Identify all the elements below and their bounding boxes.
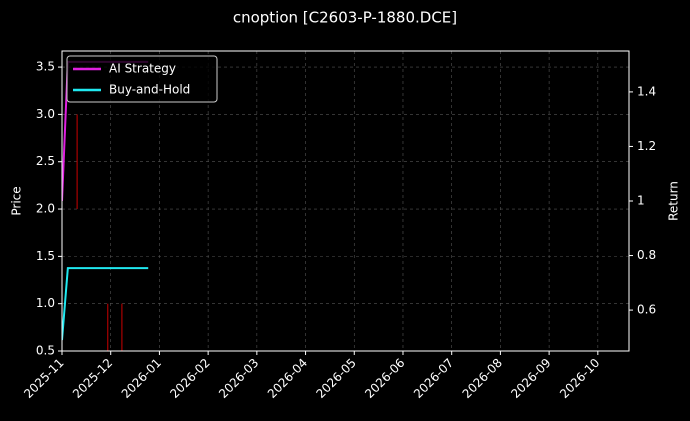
- line-series: [62, 267, 149, 341]
- y-tick-label: 3.5: [36, 60, 55, 74]
- y2-tick-label: 1.2: [637, 139, 656, 153]
- y2-tick-label: 1.4: [637, 84, 656, 98]
- y2-axis-label: Return: [667, 181, 681, 221]
- y-tick-label: 1.5: [36, 249, 55, 263]
- chart-title: cnoption [C2603-P-1880.DCE]: [233, 9, 457, 27]
- legend-label: AI Strategy: [109, 62, 176, 76]
- y-tick-label: 2.5: [36, 154, 55, 168]
- y-tick-label: 3.0: [36, 107, 55, 121]
- y2-tick-label: 0.6: [637, 303, 656, 317]
- y-axis-label: Price: [10, 186, 24, 215]
- legend-label: Buy-and-Hold: [109, 83, 190, 97]
- y2-tick-label: 1: [637, 194, 645, 208]
- y-tick-label: 2.0: [36, 202, 55, 216]
- y2-tick-label: 0.8: [637, 248, 656, 262]
- legend-box: [66, 55, 218, 103]
- plot-frame: [61, 50, 630, 352]
- y-tick-label: 0.5: [36, 344, 55, 358]
- y-tick-label: 1.0: [36, 296, 55, 310]
